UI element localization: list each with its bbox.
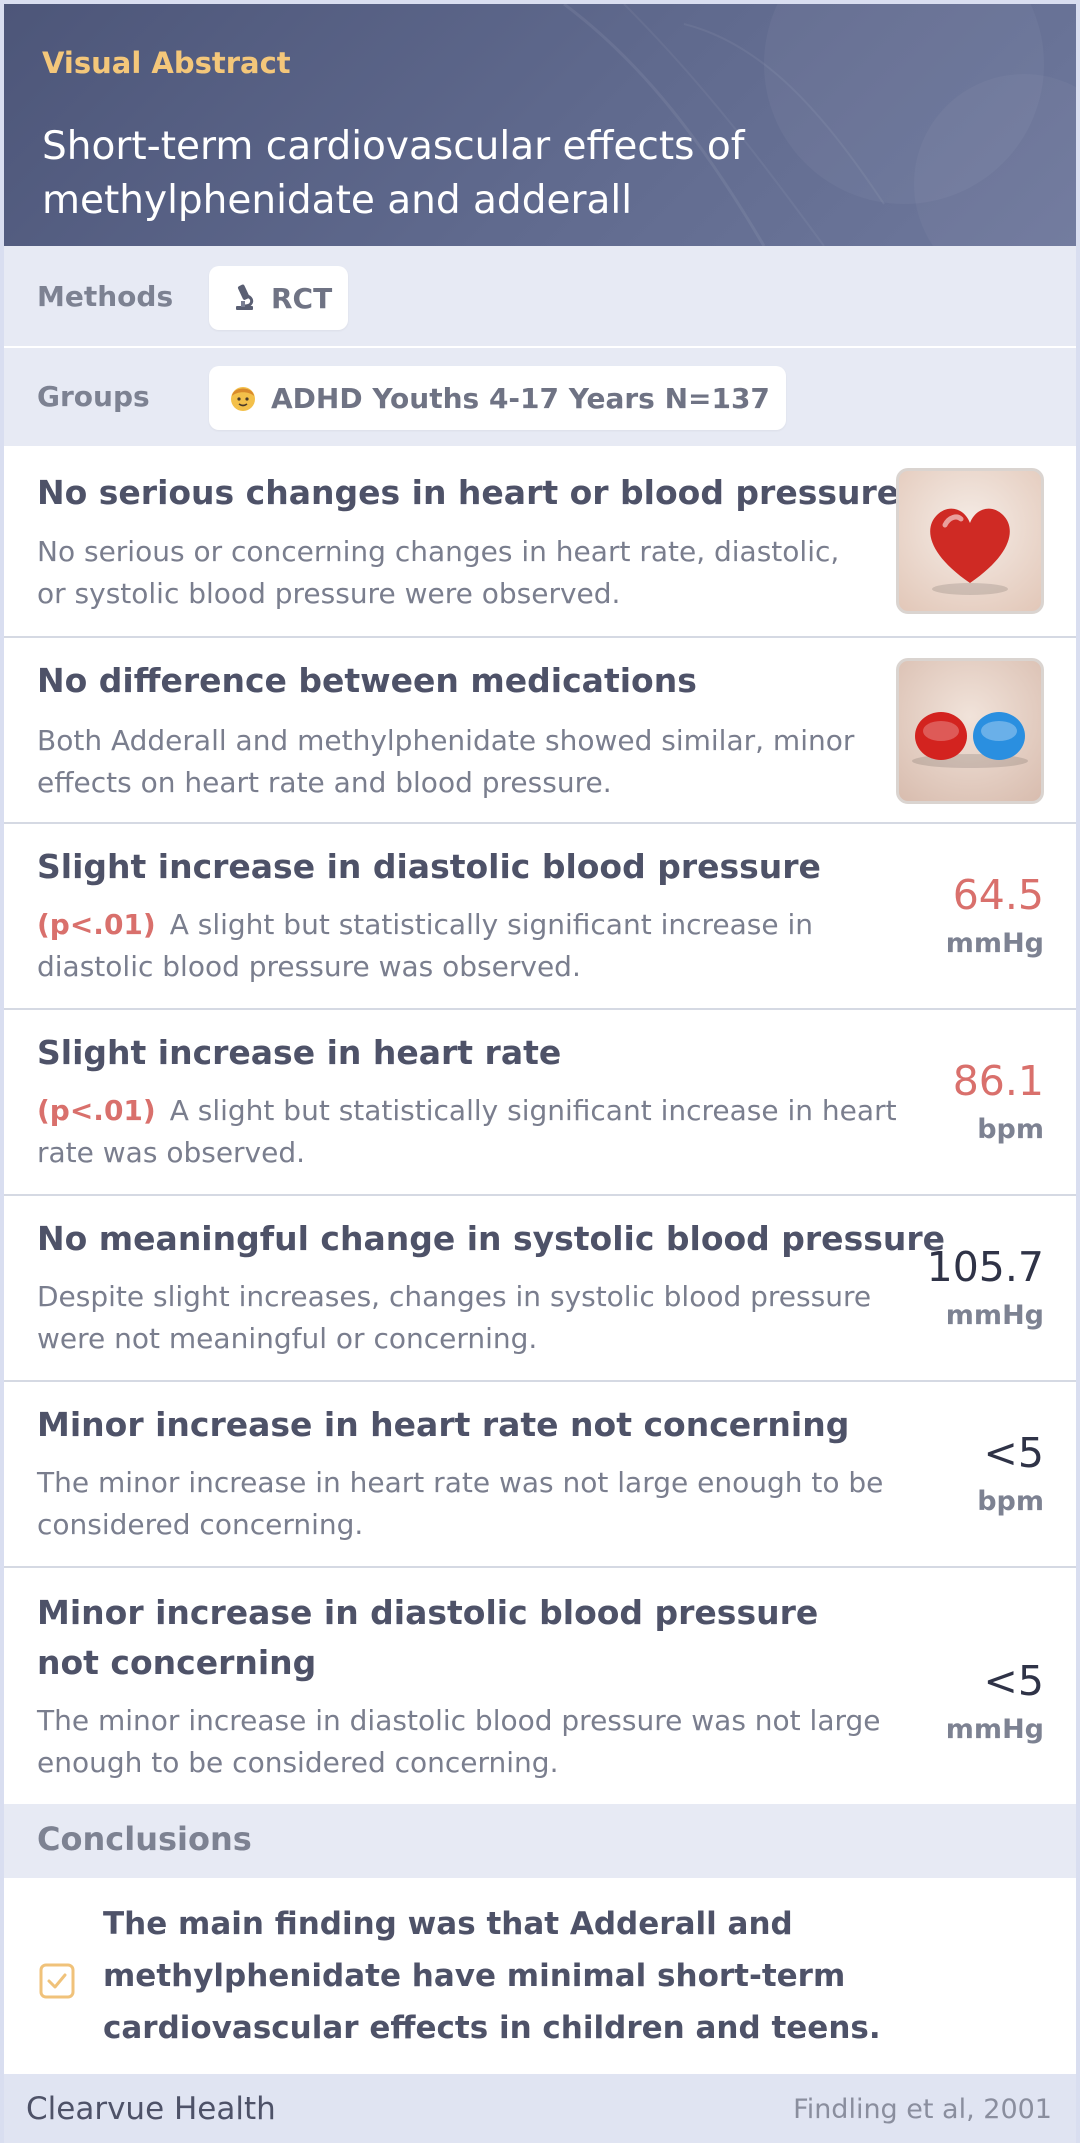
conclusion-text: The main finding was that Adderall and m…: [103, 1906, 881, 2046]
metric: 105.7 mmHg: [927, 1242, 1044, 1334]
header-kicker: Visual Abstract: [42, 46, 291, 80]
metric: 86.1 bpm: [953, 1056, 1044, 1148]
finding-title: Minor increase in diastolic blood pressu…: [37, 1593, 819, 1682]
footer: Clearvue Health Findling et al, 2001: [4, 2074, 1076, 2143]
finding-description: Despite slight increases, changes in sys…: [37, 1280, 872, 1355]
finding-description-text: A slight but statistically significant i…: [37, 1094, 897, 1169]
metric-unit: mmHg: [945, 928, 1044, 959]
groups-label: Groups: [37, 380, 150, 413]
finding-description: (p<.01) A slight but statistically signif…: [37, 1090, 897, 1174]
finding-row: No difference between medications Both A…: [4, 636, 1076, 822]
finding-description: The minor increase in heart rate was not…: [37, 1466, 884, 1541]
finding-description-text: A slight but statistically significant i…: [37, 908, 814, 983]
finding-row: Minor increase in heart rate not concern…: [4, 1380, 1076, 1566]
metric-value: 105.7: [926, 1243, 1044, 1291]
finding-title: Slight increase in heart rate: [37, 1033, 562, 1072]
conclusions-body: The main finding was that Adderall and m…: [4, 1878, 1076, 2074]
finding-description: No serious or concerning changes in hear…: [37, 535, 840, 610]
p-value: (p<.01): [37, 1094, 156, 1127]
metric: 64.5 mmHg: [946, 870, 1044, 962]
pills-image: [896, 658, 1044, 804]
groups-pill: ADHD Youths 4-17 Years N=137: [209, 366, 786, 430]
checkbox-icon: [39, 1963, 75, 1999]
heart-image: [896, 468, 1044, 614]
metric-value: <5: [983, 1429, 1044, 1477]
metric: <5 bpm: [977, 1428, 1044, 1520]
methods-label: Methods: [37, 280, 174, 313]
finding-row: Slight increase in diastolic blood press…: [4, 822, 1076, 1008]
finding-description: Both Adderall and methylphenidate showed…: [37, 724, 855, 799]
metric-value: 64.5: [952, 871, 1044, 919]
finding-row: Slight increase in heart rate (p<.01) A s…: [4, 1008, 1076, 1194]
header-banner: Visual Abstract Short-term cardiovascula…: [4, 4, 1076, 246]
methods-value: RCT: [271, 281, 333, 315]
finding-description: The minor increase in diastolic blood pr…: [37, 1704, 881, 1779]
finding-title: No serious changes in heart or blood pre…: [37, 473, 900, 512]
conclusions-label: Conclusions: [37, 1820, 252, 1858]
brand-name: Clearvue Health: [26, 2091, 276, 2127]
finding-title: No meaningful change in systolic blood p…: [37, 1219, 945, 1258]
finding-title: Slight increase in diastolic blood press…: [37, 847, 821, 886]
metric-unit: bpm: [977, 1114, 1044, 1145]
groups-row: Groups ADHD Youths 4-17 Years N=137: [4, 346, 1076, 446]
metric-value: 86.1: [952, 1057, 1044, 1105]
page-title: Short-term cardiovascular effects of met…: [42, 124, 745, 223]
metric-unit: mmHg: [945, 1300, 1044, 1331]
child-face-icon: [231, 387, 255, 411]
metric-value: <5: [983, 1657, 1044, 1705]
finding-title: Minor increase in heart rate not concern…: [37, 1405, 850, 1444]
finding-title: No difference between medications: [37, 661, 697, 700]
microscope-icon: [236, 284, 254, 310]
methods-pill: RCT: [209, 266, 349, 330]
finding-row: Minor increase in diastolic blood pressu…: [4, 1566, 1076, 1804]
finding-row: No meaningful change in systolic blood p…: [4, 1194, 1076, 1380]
finding-row: No serious changes in heart or blood pre…: [4, 446, 1076, 636]
conclusions-header: Conclusions: [4, 1804, 1076, 1878]
p-value: (p<.01): [37, 908, 156, 941]
metric-unit: mmHg: [945, 1714, 1044, 1745]
finding-description: (p<.01) A slight but statistically signif…: [37, 904, 897, 988]
header-background-pattern: [563, 4, 1044, 246]
citation: Findling et al, 2001: [793, 2094, 1052, 2125]
metric-unit: bpm: [977, 1486, 1044, 1517]
methods-row: Methods RCT: [4, 246, 1076, 346]
metric: <5 mmHg: [946, 1656, 1044, 1748]
groups-value: ADHD Youths 4-17 Years N=137: [271, 381, 770, 415]
